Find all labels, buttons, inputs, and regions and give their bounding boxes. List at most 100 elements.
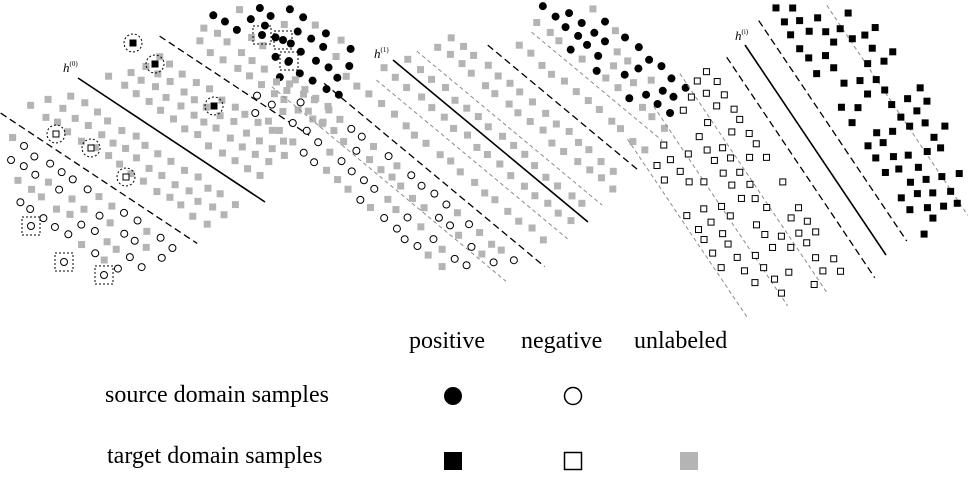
selected-sample-box — [94, 265, 114, 285]
target-positive-sample — [873, 129, 881, 137]
target-negative-sample — [728, 128, 736, 136]
target-positive-sample — [914, 163, 922, 171]
source-positive-sample — [666, 109, 675, 118]
target-unlabeled-sample — [185, 187, 193, 195]
target-unlabeled-sample — [597, 174, 605, 182]
target-unlabeled-sample — [366, 156, 374, 164]
target-unlabeled-sample — [482, 82, 490, 90]
target-unlabeled-sample — [531, 162, 539, 170]
target-unlabeled-sample — [504, 207, 512, 215]
source-positive-sample — [634, 43, 643, 52]
source-positive-sample — [266, 11, 275, 20]
target-unlabeled-sample — [259, 42, 267, 50]
target-unlabeled-sample — [506, 79, 514, 87]
source-negative-sample — [57, 168, 66, 177]
target-unlabeled-sample — [98, 131, 106, 139]
target-unlabeled-sample — [428, 104, 436, 112]
target-negative-sample — [679, 106, 687, 114]
source-positive-sample — [307, 34, 316, 43]
target-negative-sample — [787, 214, 795, 222]
target-positive-sample — [880, 57, 888, 65]
target-unlabeled-sample — [66, 210, 74, 218]
target-unlabeled-sample — [226, 134, 234, 142]
selected-sample-ring — [46, 124, 66, 144]
guide-line — [826, 5, 969, 216]
source-negative-sample — [462, 261, 471, 270]
target-unlabeled-sample — [44, 95, 52, 103]
target-unlabeled-sample — [474, 113, 482, 121]
target-unlabeled-sample — [280, 96, 288, 104]
source-positive-sample — [561, 23, 570, 32]
target-unlabeled-sample — [648, 113, 656, 121]
source-negative-sample — [68, 175, 77, 184]
target-negative-sample — [666, 156, 674, 164]
target-negative-sample — [703, 146, 711, 154]
source-negative-sample — [310, 158, 319, 167]
target-unlabeled-sample — [67, 92, 75, 100]
margin-line — [0, 111, 198, 244]
source-positive-sample — [311, 56, 320, 65]
target-negative-sample — [752, 140, 760, 148]
source-positive-sample — [625, 94, 634, 103]
target-unlabeled-sample — [416, 66, 424, 74]
target-unlabeled-sample — [326, 148, 334, 156]
target-unlabeled-sample — [521, 150, 529, 158]
target-unlabeled-sample — [324, 102, 332, 110]
target-unlabeled-sample — [81, 99, 89, 107]
source-negative-sample — [489, 258, 498, 267]
target-unlabeled-sample — [248, 33, 256, 41]
target-unlabeled-sample — [192, 79, 200, 87]
target-unlabeled-sample — [91, 144, 99, 152]
target-unlabeled-sample — [286, 80, 294, 88]
target-unlabeled-sample — [515, 217, 523, 225]
target-unlabeled-sample — [257, 81, 265, 89]
source-positive-sample — [255, 4, 264, 13]
target-negative-sample — [676, 167, 684, 175]
source-negative-sample — [467, 242, 476, 251]
target-unlabeled-sample — [442, 84, 450, 92]
target-unlabeled-sample — [380, 64, 388, 72]
target-unlabeled-sample — [260, 65, 268, 73]
source-negative-sample — [430, 189, 439, 198]
target-unlabeled-sample — [555, 37, 563, 45]
target-unlabeled-sample — [497, 246, 505, 254]
source-negative-sample — [403, 213, 412, 222]
target-unlabeled-sample — [337, 36, 345, 44]
source-negative-sample — [50, 222, 59, 231]
target-unlabeled-sample — [275, 126, 283, 134]
source-negative-sample — [417, 181, 426, 190]
source-positive-sample — [319, 42, 328, 51]
target-unlabeled-sample — [410, 131, 418, 139]
target-unlabeled-sample — [332, 53, 340, 61]
target-unlabeled-sample — [467, 69, 475, 77]
target-positive-sample — [906, 122, 914, 130]
target-unlabeled-sample — [209, 203, 217, 211]
target-positive-sample — [796, 17, 804, 25]
target-positive-sample — [837, 103, 845, 111]
hypothesis-base: h — [63, 60, 70, 75]
source-positive-sample — [565, 9, 574, 18]
target-negative-sample — [745, 129, 753, 137]
target-unlabeled-sample — [388, 173, 396, 181]
source-positive-sample — [592, 66, 601, 75]
target-unlabeled-sample — [402, 122, 410, 130]
target-unlabeled-sample — [476, 229, 484, 237]
target-unlabeled-sample — [610, 62, 618, 70]
target-negative-sample — [719, 169, 727, 177]
target-positive-sample — [872, 76, 880, 84]
target-negative-sample — [777, 232, 785, 240]
target-unlabeled-sample — [528, 224, 536, 232]
target-unlabeled-sample — [309, 115, 317, 123]
target-negative-sample — [760, 264, 768, 272]
source-positive-sample — [600, 37, 609, 46]
target-negative-sample — [762, 153, 770, 161]
target-unlabeled-sample — [122, 144, 130, 152]
source-negative-sample — [337, 157, 346, 166]
target-negative-sample — [746, 153, 754, 161]
target-negative-sample — [730, 105, 738, 113]
target-unlabeled-sample — [166, 193, 174, 201]
target-unlabeled-sample — [205, 142, 213, 150]
target-unlabeled-sample — [377, 166, 385, 174]
target-unlabeled-sample — [560, 77, 568, 85]
